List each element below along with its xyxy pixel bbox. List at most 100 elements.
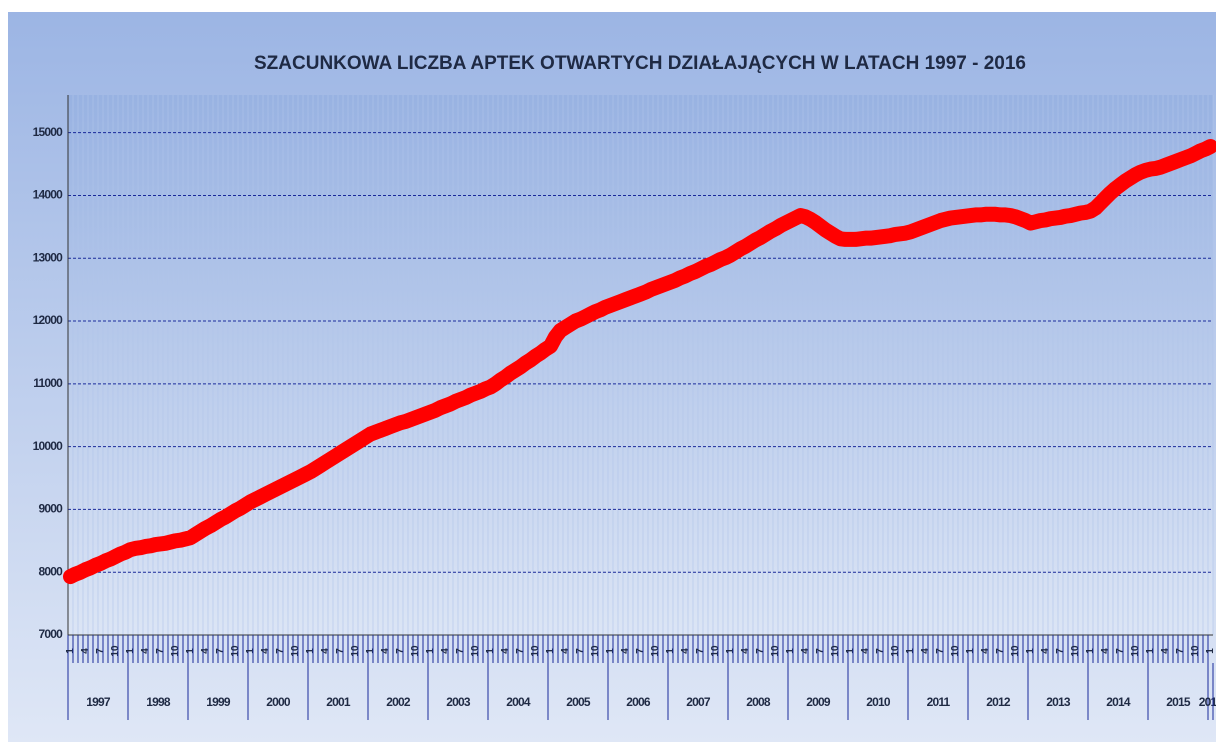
x-tick-label: 7 xyxy=(995,648,1006,654)
x-tick-label: 4 xyxy=(140,648,151,654)
x-tick-label: 4 xyxy=(860,648,871,654)
x-tick-label: 10 xyxy=(290,645,301,657)
x-tick-label: 10 xyxy=(530,645,541,657)
data-line xyxy=(63,138,1216,585)
x-tick-label: 1 xyxy=(65,648,76,654)
x-tick-label: 10 xyxy=(890,645,901,657)
x-tick-label: 4 xyxy=(1100,648,1111,654)
x-tick-label: 1 xyxy=(965,648,976,654)
x-tick-label: 10 xyxy=(1010,645,1021,657)
y-tick-label: 7000 xyxy=(39,627,64,641)
x-tick-label: 10 xyxy=(230,645,241,657)
year-label: 1999 xyxy=(206,695,231,709)
x-tick-label: 7 xyxy=(155,648,166,654)
x-tick-label: 4 xyxy=(560,648,571,654)
x-tick-label: 10 xyxy=(830,645,841,657)
x-tick-label: 7 xyxy=(515,648,526,654)
year-label: 2011 xyxy=(927,695,951,709)
year-label: 2005 xyxy=(566,695,591,709)
x-tick-label: 1 xyxy=(785,648,796,654)
x-tick-label: 7 xyxy=(695,648,706,654)
y-tick-label: 15000 xyxy=(33,125,63,139)
year-label: 2007 xyxy=(686,695,711,709)
year-label: 2014 xyxy=(1106,695,1131,709)
y-tick-label: 9000 xyxy=(39,502,64,516)
x-tick-label: 4 xyxy=(620,648,631,654)
x-tick-label: 1 xyxy=(185,648,196,654)
x-tick-label: 4 xyxy=(1160,648,1171,654)
x-tick-label: 1 xyxy=(425,648,436,654)
x-tick-label: 7 xyxy=(575,648,586,654)
x-tick-label: 10 xyxy=(350,645,361,657)
x-tick-label: 4 xyxy=(80,648,91,654)
year-label: 2004 xyxy=(506,695,531,709)
x-tick-label: 7 xyxy=(1175,648,1186,654)
x-tick-label: 7 xyxy=(755,648,766,654)
x-tick-label: 1 xyxy=(545,648,556,654)
x-tick-label: 1 xyxy=(845,648,856,654)
x-tick-label: 10 xyxy=(470,645,481,657)
x-tick-label: 4 xyxy=(1040,648,1051,654)
x-tick-label: 10 xyxy=(710,645,721,657)
x-tick-label: 1 xyxy=(365,648,376,654)
year-label: 2010 xyxy=(866,695,891,709)
x-tick-label: 7 xyxy=(95,648,106,654)
x-tick-label: 7 xyxy=(935,648,946,654)
x-tick-label: 1 xyxy=(1205,648,1216,654)
x-tick-label: 1 xyxy=(1145,648,1156,654)
x-tick-label: 7 xyxy=(1115,648,1126,654)
x-tick-label: 4 xyxy=(740,648,751,654)
x-tick-label: 4 xyxy=(500,648,511,654)
x-tick-label: 10 xyxy=(410,645,421,657)
plot-area xyxy=(68,95,1213,635)
x-tick-label: 10 xyxy=(770,645,781,657)
year-label: 2002 xyxy=(386,695,411,709)
x-tick-label: 1 xyxy=(125,648,136,654)
y-tick-label: 13000 xyxy=(33,250,63,264)
year-label: 2009 xyxy=(806,695,831,709)
chart-title: SZACUNKOWA LICZBA APTEK OTWARTYCH DZIAŁA… xyxy=(254,53,1026,74)
x-tick-label: 4 xyxy=(680,648,691,654)
x-tick-label: 7 xyxy=(395,648,406,654)
x-tick-label: 10 xyxy=(1130,645,1141,657)
x-tick-label: 4 xyxy=(920,648,931,654)
x-tick-label: 7 xyxy=(275,648,286,654)
y-tick-label: 8000 xyxy=(39,564,64,578)
x-tick-label: 10 xyxy=(950,645,961,657)
x-tick-label: 10 xyxy=(110,645,121,657)
x-tick-label: 1 xyxy=(1025,648,1036,654)
x-tick-label: 1 xyxy=(305,648,316,654)
x-tick-label: 7 xyxy=(1055,648,1066,654)
x-tick-label: 1 xyxy=(905,648,916,654)
x-tick-label: 1 xyxy=(605,648,616,654)
x-tick-label: 10 xyxy=(650,645,661,657)
year-label: 2000 xyxy=(266,695,291,709)
x-tick-label: 1 xyxy=(485,648,496,654)
x-tick-label: 1 xyxy=(1085,648,1096,654)
x-tick-label: 7 xyxy=(875,648,886,654)
x-tick-label: 4 xyxy=(200,648,211,654)
x-tick-label: 10 xyxy=(170,645,181,657)
x-tick-label: 7 xyxy=(335,648,346,654)
x-tick-label: 7 xyxy=(455,648,466,654)
year-label: 2012 xyxy=(986,695,1011,709)
year-label: 2016 xyxy=(1199,695,1216,709)
x-tick-label: 4 xyxy=(800,648,811,654)
year-label: 1997 xyxy=(86,695,111,709)
x-tick-label: 7 xyxy=(815,648,826,654)
x-tick-label: 7 xyxy=(215,648,226,654)
year-label: 2013 xyxy=(1046,695,1071,709)
year-label: 2008 xyxy=(746,695,771,709)
x-tick-label: 4 xyxy=(380,648,391,654)
year-label: 2006 xyxy=(626,695,651,709)
x-tick-label: 10 xyxy=(1070,645,1081,657)
x-tick-label: 10 xyxy=(590,645,601,657)
x-tick-label: 10 xyxy=(1190,645,1201,657)
x-tick-label: 4 xyxy=(440,648,451,654)
year-label: 2003 xyxy=(446,695,471,709)
x-tick-label: 4 xyxy=(980,648,991,654)
y-tick-label: 12000 xyxy=(33,313,63,327)
x-tick-label: 4 xyxy=(260,648,271,654)
y-tick-label: 11000 xyxy=(33,376,63,390)
